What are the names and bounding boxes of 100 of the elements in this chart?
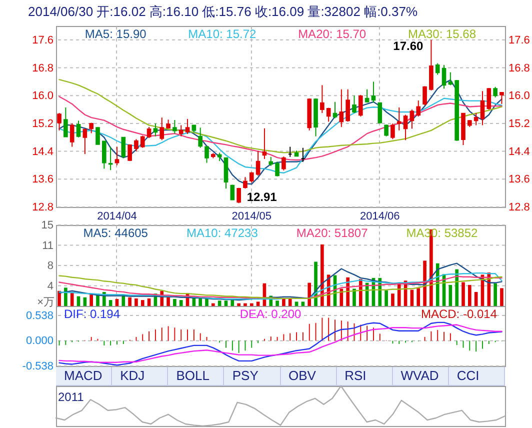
candlestick [96, 126, 100, 145]
bar [115, 298, 119, 306]
candlestick [82, 128, 88, 155]
candlestick [352, 95, 356, 114]
y2-tick-label: 16.0 [508, 90, 530, 102]
text: MA20: 51807 [296, 226, 368, 240]
line-series [58, 96, 502, 161]
y-tick-label: 16.8 [32, 62, 54, 74]
bar [224, 300, 228, 306]
candlestick [102, 140, 106, 170]
candlestick [249, 172, 254, 184]
candlestick [268, 156, 274, 166]
candlestick [396, 106, 402, 131]
bar [256, 302, 260, 306]
bar [301, 302, 305, 306]
candlestick [140, 135, 145, 148]
candlestick [416, 100, 421, 117]
candlestick [160, 117, 164, 141]
category-label: PSY [224, 367, 280, 385]
bar [244, 303, 247, 306]
candlestick [57, 112, 62, 131]
candlestick [410, 109, 414, 130]
y-tick-label: 15.2 [32, 118, 54, 130]
bar [494, 283, 497, 306]
y-tick-label: 12.8 [32, 202, 54, 214]
bar [308, 282, 312, 306]
y-tick-label: -0.538 [22, 360, 54, 372]
bar [462, 282, 465, 306]
candlestick [358, 94, 363, 117]
bar [416, 288, 420, 306]
annotation: 17.60 [393, 38, 424, 53]
candlestick [243, 176, 248, 190]
annotation: 12.91 [246, 190, 278, 204]
bar [58, 290, 61, 306]
candlestick [346, 88, 350, 122]
x-tick-label: 2014/05 [232, 210, 272, 222]
text: MA5: 44605 [83, 226, 148, 240]
candlestick [448, 72, 453, 86]
line-series [58, 98, 502, 174]
category-label: OBV [280, 367, 337, 385]
bar [320, 244, 324, 306]
y-tick-label: 0.538 [26, 310, 54, 322]
text: MA20: 15.70 [298, 27, 366, 41]
category-label: BOLL [168, 367, 224, 385]
candlestick [486, 87, 492, 110]
y-axis-title: ×万 [37, 296, 54, 308]
bar [179, 300, 183, 306]
candlestick [364, 88, 370, 104]
y2-tick-label: 14.4 [508, 146, 530, 158]
bar [64, 288, 68, 306]
text: DEA: 0.200 [240, 307, 302, 321]
bar [468, 284, 472, 306]
bar [134, 298, 138, 306]
candlestick [320, 84, 324, 114]
category-label: WVAD [392, 367, 449, 385]
bar [500, 288, 504, 306]
candlestick [275, 161, 280, 177]
y-tick-label: 4 [47, 280, 54, 292]
bar [282, 298, 286, 306]
bar [166, 297, 170, 306]
candlestick [326, 107, 331, 122]
candlestick [435, 62, 440, 76]
text: MA30: 15.68 [408, 27, 476, 41]
candlestick [134, 138, 138, 152]
candlestick [146, 126, 152, 139]
bar [108, 300, 112, 306]
candlestick [230, 184, 235, 201]
bar [455, 269, 459, 306]
candlestick [185, 118, 190, 134]
y-tick-label: 17.6 [32, 34, 54, 46]
bar [474, 292, 478, 306]
bar [237, 303, 240, 306]
category-label: KDJ [112, 367, 168, 385]
bar [173, 298, 176, 306]
bar [250, 303, 254, 306]
candlestick [500, 92, 504, 104]
bar [230, 300, 234, 306]
y2-tick-label: 12.8 [508, 202, 530, 214]
bar [352, 288, 356, 306]
candlestick [390, 122, 395, 140]
bar [218, 300, 222, 306]
candlestick [153, 122, 158, 137]
annotation: 2011 [58, 390, 84, 404]
candlestick [70, 122, 74, 148]
bar [212, 303, 215, 306]
candlestick [114, 146, 120, 166]
y2-tick-label: 15.2 [508, 118, 530, 130]
candlestick [403, 114, 408, 141]
candlestick [262, 128, 267, 160]
candlestick [178, 124, 184, 137]
bar [128, 297, 132, 306]
candlestick [198, 127, 203, 148]
candlestick [236, 187, 241, 204]
text: MA10: 15.72 [188, 27, 256, 41]
candlestick [64, 106, 68, 138]
bar [140, 300, 144, 306]
candlestick [378, 102, 382, 124]
x-tick-label: 2014/04 [97, 210, 137, 222]
category-label: MACD [56, 367, 112, 385]
candlestick [371, 81, 376, 104]
